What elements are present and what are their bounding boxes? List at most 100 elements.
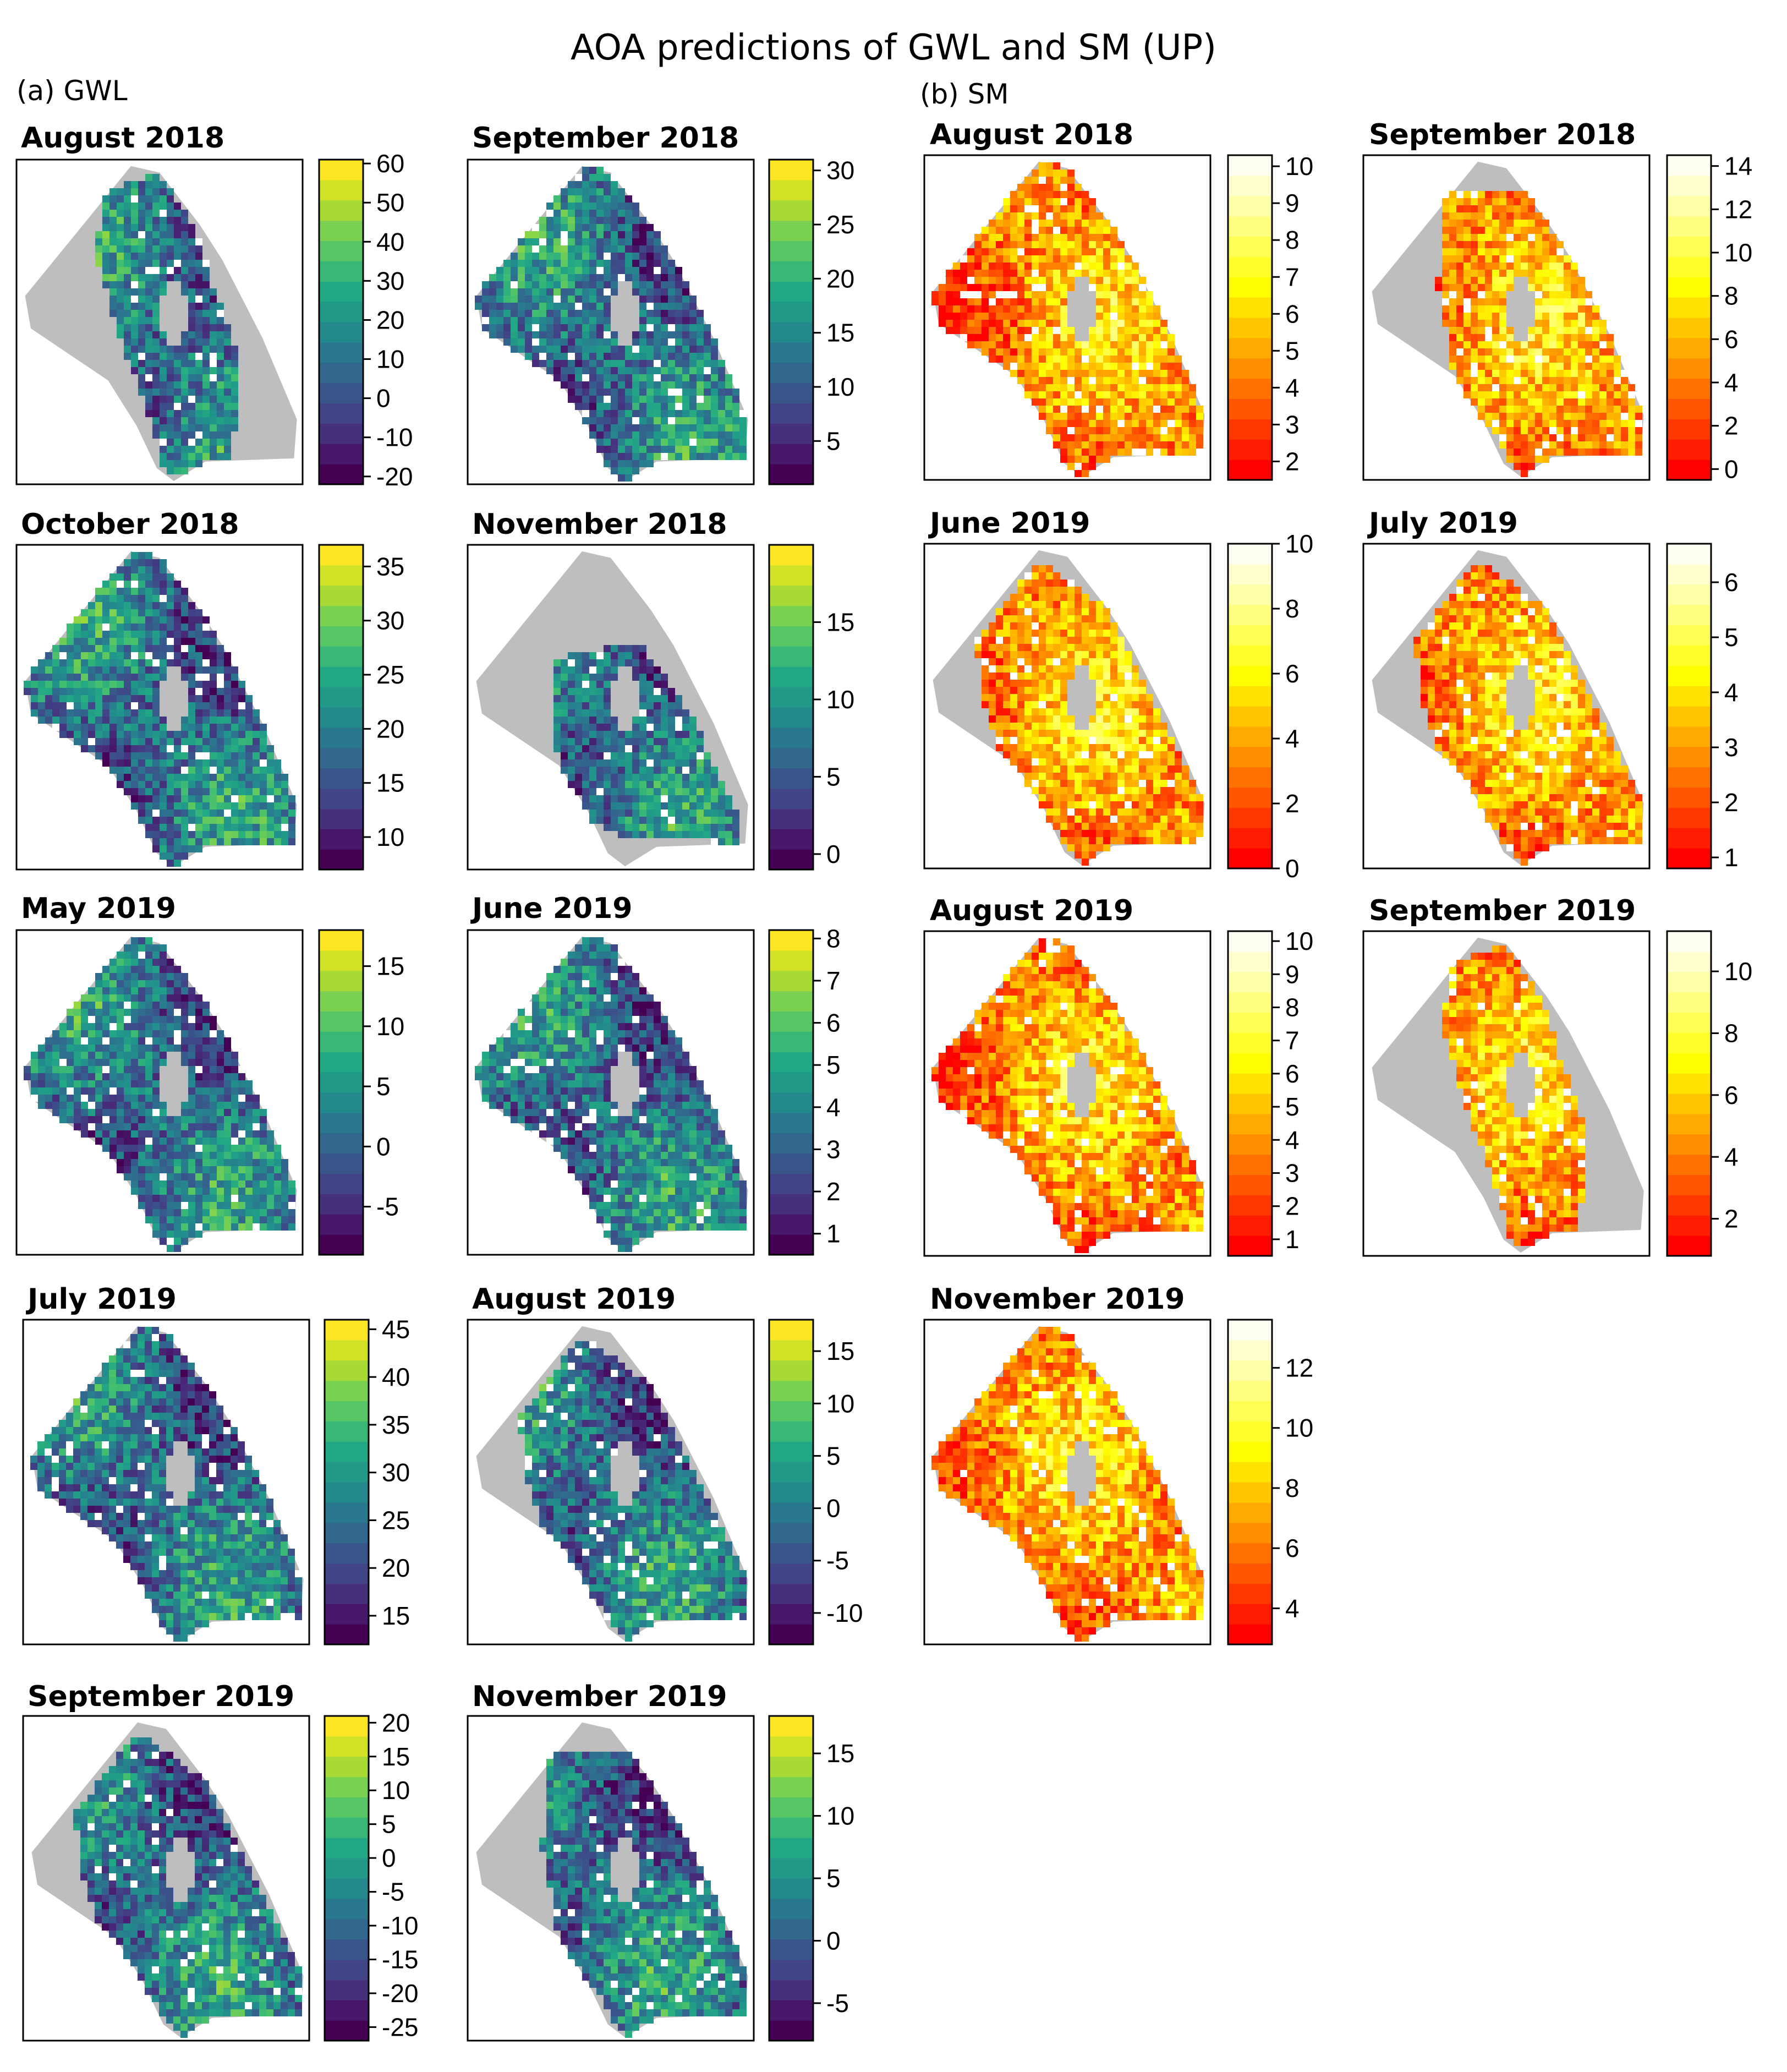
sm-panel-2: September 2018 0 2 4 6 8 10 12 14 <box>1362 118 1752 483</box>
sm-panel-1-tick-label: 7 <box>1285 263 1300 291</box>
sm-panel-7-map <box>923 1319 1212 1645</box>
sm-panel-7-colorbar: 4 6 8 10 12 <box>1227 1319 1313 1645</box>
sm-panel-4-map <box>1362 543 1651 870</box>
gwl-panel-1-tick-label: 30 <box>376 266 404 295</box>
sm-panel-2-prediction-pixels <box>1435 191 1642 477</box>
gwl-panel-8-colorbar: -10 -5 0 5 10 15 <box>768 1319 863 1645</box>
gwl-panel-5-tick-label: 5 <box>376 1072 391 1101</box>
gwl-panel-9-tick-label: -5 <box>382 1878 404 1906</box>
sm-panel-6-map <box>1362 930 1651 1257</box>
sm-panel-6-tick-label: 8 <box>1724 1019 1739 1047</box>
sm-panel-3-prediction-pixels <box>974 565 1203 866</box>
section-label-gwl: (a) GWL <box>17 75 128 107</box>
gwl-panel-2-tick-label: 30 <box>826 156 854 185</box>
sm-panel-1-tick-label: 5 <box>1285 336 1300 365</box>
sm-panel-3-tick-label: 8 <box>1285 594 1300 623</box>
sm-panel-4: July 2019 1 2 3 4 5 6 <box>1362 507 1739 872</box>
gwl-panel-9-tick-label: -20 <box>382 1979 418 2008</box>
gwl-panel-5-tick-label: 15 <box>376 952 404 981</box>
gwl-panel-7-map <box>22 1319 310 1645</box>
sm-panel-7-tick-label: 4 <box>1285 1594 1300 1622</box>
sm-panel-5-title: August 2019 <box>930 894 1133 927</box>
sm-panel-5-map <box>923 930 1212 1257</box>
sm-panel-2-tick-label: 2 <box>1724 412 1739 440</box>
gwl-panel-4-tick-label: 15 <box>826 608 854 636</box>
sm-panel-4-colorbar-frame <box>1666 543 1712 870</box>
gwl-panel-7: July 2019 15 20 25 30 35 40 45 <box>22 1283 410 1645</box>
sm-panel-4-tick-label: 2 <box>1724 788 1739 817</box>
gwl-panel-3-prediction-pixels <box>24 552 295 867</box>
gwl-panel-5-tick-label: -5 <box>376 1193 399 1221</box>
gwl-panel-6-tick-label: 6 <box>826 1009 841 1037</box>
gwl-panel-3-tick-label: 30 <box>376 606 404 635</box>
gwl-panel-6-tick-label: 7 <box>826 966 841 995</box>
sm-panel-1-tick-label: 8 <box>1285 226 1300 254</box>
sm-panel-2-tick-label: 0 <box>1724 455 1739 483</box>
sm-panel-6-map-frame <box>1362 930 1651 1257</box>
gwl-panel-7-colorbar: 15 20 25 30 35 40 45 <box>324 1315 410 1645</box>
gwl-panel-2-tick-label: 10 <box>826 373 854 401</box>
gwl-panel-7-title: July 2019 <box>26 1283 177 1316</box>
sm-panel-3-colorbar: 0 2 4 6 8 10 <box>1227 529 1313 883</box>
sm-panel-3-title: June 2019 <box>928 507 1090 540</box>
sm-panel-6-tick-label: 10 <box>1724 957 1752 986</box>
sm-panel-1-tick-label: 9 <box>1285 189 1300 217</box>
sm-panel-1-tick-label: 2 <box>1285 447 1300 475</box>
gwl-panel-5-prediction-pixels <box>24 937 295 1252</box>
gwl-panel-2-title: September 2018 <box>472 122 739 155</box>
gwl-panel-4-map-frame <box>467 544 755 871</box>
sm-panel-5-tick-label: 3 <box>1285 1158 1300 1187</box>
gwl-panel-9-map <box>22 1715 310 2042</box>
gwl-panel-8-tick-label: -10 <box>826 1599 863 1627</box>
gwl-panel-1-tick-label: 0 <box>376 384 391 413</box>
gwl-panel-4-title: November 2018 <box>472 508 727 541</box>
sm-panel-1-colorbar: 2 3 4 5 6 7 8 9 10 <box>1227 152 1313 481</box>
gwl-panel-5-title: May 2019 <box>21 892 176 925</box>
gwl-panel-1-map-frame <box>15 158 304 485</box>
gwl-panel-7-tick-label: 20 <box>382 1554 410 1582</box>
sm-panel-6-tick-label: 4 <box>1724 1142 1739 1171</box>
gwl-panel-5-tick-label: 0 <box>376 1132 391 1161</box>
gwl-panel-1-tick-label: 10 <box>376 345 404 374</box>
sm-panel-2-map <box>1362 154 1651 481</box>
gwl-panel-9-tick-label: 15 <box>382 1742 410 1771</box>
sm-panel-1-title: August 2018 <box>930 118 1133 151</box>
gwl-panel-8: August 2019 -10 -5 0 5 10 15 <box>467 1283 863 1645</box>
gwl-panel-4-tick-label: 10 <box>826 685 854 714</box>
gwl-panel-10-tick-label: 10 <box>826 1802 854 1830</box>
sm-panel-7-map-frame <box>923 1319 1212 1645</box>
sm-panel-5-tick-label: 8 <box>1285 993 1300 1021</box>
gwl-panel-6-colorbar: 1 2 3 4 5 6 7 8 <box>768 924 841 1256</box>
gwl-panel-4-colorbar-frame <box>768 544 814 871</box>
gwl-panel-6-tick-label: 2 <box>826 1177 841 1206</box>
gwl-panel-2-tick-label: 25 <box>826 210 854 239</box>
sm-panel-1-map-frame <box>923 154 1212 481</box>
gwl-panel-8-colorbar-frame <box>768 1319 814 1645</box>
sm-panel-5: August 2019 1 2 3 4 5 6 7 8 9 10 <box>923 894 1313 1257</box>
gwl-panel-8-map <box>467 1319 755 1645</box>
gwl-panel-8-tick-label: 15 <box>826 1337 854 1365</box>
sm-panel-2-tick-label: 12 <box>1724 195 1752 223</box>
gwl-panel-1-colorbar: -20 -10 0 10 20 30 40 50 60 <box>318 149 413 491</box>
gwl-panel-6: June 2019 1 2 3 4 5 6 7 8 <box>467 892 841 1256</box>
gwl-panel-2-map <box>467 158 755 485</box>
sm-panel-1-tick-label: 6 <box>1285 299 1300 328</box>
sm-panel-5-colorbar-frame <box>1227 930 1273 1257</box>
gwl-panel-10-tick-label: -5 <box>826 1989 849 2018</box>
gwl-panel-2-tick-label: 15 <box>826 319 854 347</box>
sm-panel-1-prediction-pixels <box>931 162 1203 477</box>
gwl-panel-3-tick-label: 20 <box>376 714 404 743</box>
sm-panel-5-tick-label: 2 <box>1285 1192 1300 1221</box>
gwl-panel-2-colorbar: 5 10 15 20 25 30 <box>768 156 854 485</box>
sm-panel-1-colorbar-frame <box>1227 154 1273 481</box>
sm-panel-1: August 2018 2 3 4 5 6 7 8 9 10 <box>923 118 1313 481</box>
gwl-panel-9-map-frame <box>22 1715 310 2042</box>
gwl-panel-2: September 2018 5 10 15 20 25 30 <box>467 122 854 485</box>
sm-panel-4-colorbar: 1 2 3 4 5 6 <box>1666 543 1739 872</box>
sm-panel-3-tick-label: 0 <box>1285 854 1300 883</box>
gwl-panel-1-map <box>15 158 304 485</box>
sm-panel-7-prediction-pixels <box>931 1327 1203 1642</box>
gwl-panel-9-colorbar: -25 -20 -15 -10 -5 0 5 10 15 20 <box>324 1708 418 2042</box>
gwl-panel-7-tick-label: 15 <box>382 1601 410 1630</box>
gwl-panel-2-tick-label: 5 <box>826 427 841 455</box>
